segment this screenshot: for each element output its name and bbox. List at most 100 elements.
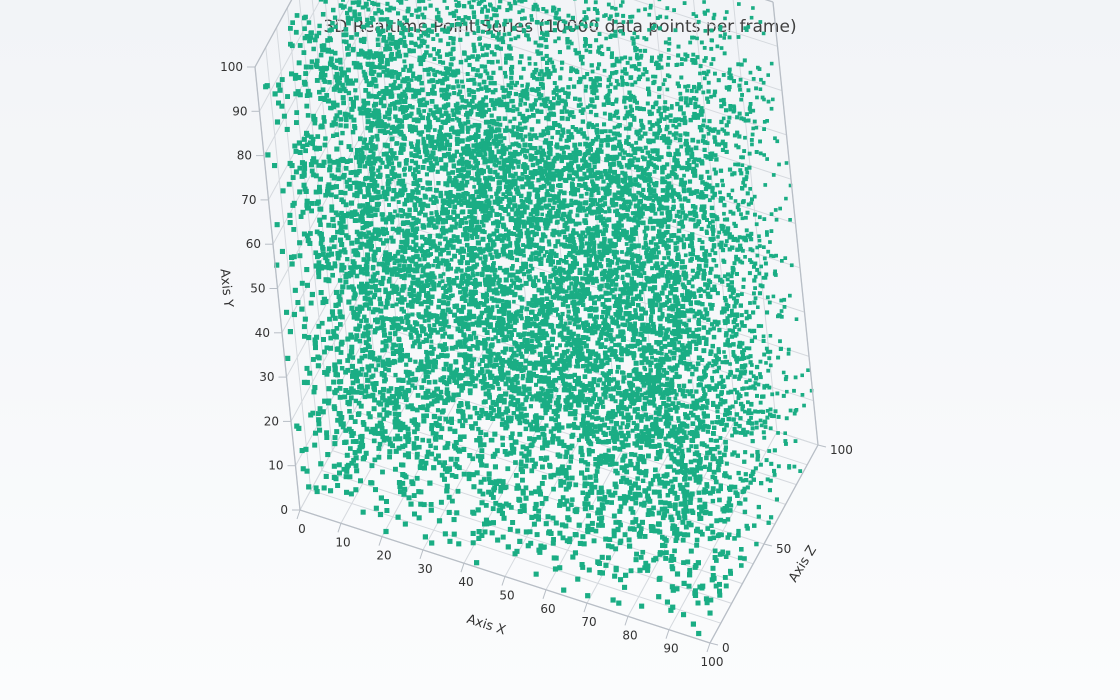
- data-point: [751, 374, 756, 379]
- data-point: [474, 335, 479, 340]
- data-point: [511, 125, 516, 130]
- data-point: [366, 0, 371, 2]
- data-point: [447, 142, 452, 147]
- data-point: [404, 158, 409, 162]
- data-point: [720, 360, 725, 365]
- data-point: [448, 62, 453, 67]
- data-point: [580, 54, 585, 60]
- data-point: [509, 330, 514, 334]
- data-point: [758, 87, 763, 91]
- data-point: [788, 408, 793, 413]
- data-point: [599, 330, 604, 334]
- data-point: [661, 267, 666, 271]
- data-point: [646, 259, 651, 264]
- data-point: [540, 31, 544, 35]
- data-point: [504, 53, 509, 58]
- data-point: [571, 228, 576, 232]
- data-point: [748, 102, 753, 106]
- data-point: [582, 181, 588, 187]
- data-point: [668, 313, 673, 318]
- data-point: [449, 224, 454, 229]
- data-point: [384, 86, 389, 91]
- data-point: [712, 93, 717, 98]
- data-point: [698, 71, 702, 76]
- data-point: [626, 247, 630, 251]
- data-point: [393, 253, 398, 259]
- data-point: [641, 245, 646, 250]
- data-point: [478, 42, 482, 47]
- data-point: [766, 249, 771, 254]
- data-point: [417, 44, 422, 49]
- data-point: [741, 404, 745, 409]
- data-point: [525, 108, 529, 113]
- data-point: [567, 112, 572, 116]
- data-point: [758, 400, 763, 405]
- data-point: [461, 176, 466, 181]
- data-point: [536, 177, 541, 183]
- data-point: [704, 249, 709, 254]
- data-point: [632, 156, 637, 160]
- data-point: [550, 60, 555, 65]
- data-point: [616, 315, 621, 320]
- data-point: [553, 265, 558, 270]
- data-point: [672, 345, 677, 350]
- data-point: [489, 50, 494, 55]
- data-point: [378, 165, 383, 170]
- data-point: [578, 109, 583, 113]
- data-point: [778, 206, 782, 211]
- data-point: [719, 374, 724, 379]
- data-point: [740, 407, 745, 412]
- data-point: [754, 364, 760, 370]
- data-point: [543, 138, 549, 143]
- data-point: [424, 332, 428, 337]
- data-point: [794, 317, 799, 321]
- data-point: [647, 372, 652, 377]
- data-point: [741, 155, 745, 160]
- data-point: [748, 70, 753, 75]
- data-point: [490, 102, 495, 107]
- data-point: [711, 258, 716, 262]
- data-point: [752, 119, 757, 124]
- data-point: [613, 136, 618, 141]
- data-point: [692, 472, 697, 477]
- data-point: [411, 74, 415, 79]
- data-point: [712, 214, 717, 219]
- data-point: [433, 128, 437, 132]
- data-point: [561, 258, 566, 264]
- data-point: [383, 366, 388, 371]
- data-point: [749, 138, 754, 142]
- data-point: [772, 472, 777, 477]
- data-point: [390, 35, 395, 40]
- data-point: [640, 107, 645, 111]
- data-point: [715, 291, 720, 296]
- data-point: [486, 59, 491, 64]
- data-point: [443, 87, 448, 93]
- data-point: [620, 79, 625, 84]
- data-point: [788, 218, 792, 222]
- data-point: [537, 325, 542, 330]
- data-point: [428, 246, 433, 251]
- data-point: [511, 195, 516, 200]
- data-point: [769, 515, 774, 520]
- data-point: [762, 435, 767, 440]
- data-point: [523, 0, 528, 2]
- data-point: [523, 153, 527, 158]
- data-point: [758, 139, 762, 144]
- data-point: [521, 271, 527, 277]
- data-point: [538, 43, 543, 48]
- data-point: [658, 57, 663, 62]
- data-point: [688, 217, 693, 222]
- data-point: [403, 27, 408, 33]
- data-point: [495, 13, 499, 18]
- data-point: [646, 164, 650, 169]
- data-point: [646, 375, 652, 380]
- data-point: [635, 439, 640, 444]
- data-point: [547, 203, 552, 207]
- data-point: [753, 212, 757, 217]
- data-point: [357, 16, 362, 21]
- data-point: [513, 171, 518, 176]
- data-point: [557, 7, 561, 12]
- data-point: [728, 362, 732, 366]
- data-point: [630, 301, 636, 306]
